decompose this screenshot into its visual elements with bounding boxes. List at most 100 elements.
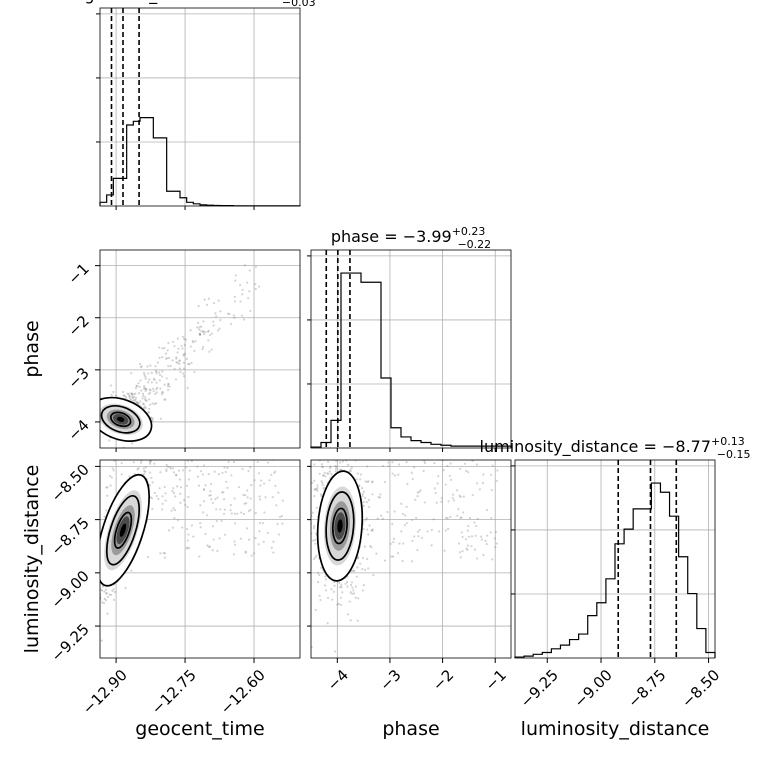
sample-point: [390, 555, 393, 558]
sample-point: [495, 542, 498, 545]
sample-point: [327, 472, 330, 475]
sample-point: [171, 526, 174, 529]
sample-point: [102, 601, 106, 605]
sample-point: [178, 359, 181, 363]
sample-point: [169, 465, 172, 469]
sample-point: [322, 474, 325, 477]
sample-point: [150, 476, 153, 479]
sample-point: [142, 403, 146, 406]
sample-point: [232, 553, 236, 556]
sample-point: [105, 591, 108, 595]
sample-point: [163, 485, 166, 489]
sample-point: [163, 346, 166, 350]
sample-point: [326, 596, 330, 600]
sample-point: [242, 512, 245, 516]
sample-point: [167, 382, 170, 386]
panel-frame: [310, 459, 512, 659]
histogram-step: [514, 482, 716, 658]
sample-point: [139, 461, 143, 464]
sample-point: [335, 460, 338, 462]
sample-point: [416, 491, 419, 494]
sample-point: [136, 401, 139, 404]
contour-line: [100, 405, 141, 434]
sample-point: [208, 494, 211, 497]
sample-point: [457, 508, 460, 511]
sample-point: [416, 495, 419, 498]
sample-point: [218, 327, 221, 330]
sample-point: [188, 363, 191, 366]
sample-point: [273, 471, 276, 474]
sample-point: [105, 592, 108, 595]
sample-point: [316, 571, 320, 574]
sample-point: [222, 498, 226, 501]
sample-point: [313, 524, 316, 528]
sample-point: [312, 526, 315, 530]
sample-point: [405, 522, 408, 525]
sample-point: [223, 508, 226, 511]
sample-point: [112, 390, 115, 394]
sample-point: [104, 588, 108, 591]
sample-point: [112, 588, 115, 591]
sample-point: [391, 457, 393, 459]
sample-point: [407, 446, 409, 448]
sample-point: [337, 602, 340, 605]
sample-point: [179, 492, 182, 495]
sample-point: [258, 521, 262, 525]
sample-point: [155, 391, 158, 394]
sample-point: [344, 582, 347, 585]
sample-point: [232, 461, 236, 464]
sample-point: [372, 574, 375, 577]
sample-point: [203, 488, 206, 492]
sample-point: [212, 538, 215, 541]
sample-point: [397, 552, 400, 555]
sample-point: [144, 377, 147, 380]
sample-point: [452, 499, 456, 502]
sample-point: [148, 403, 152, 406]
sample-point: [190, 361, 193, 365]
sample-point: [149, 460, 152, 462]
sample-point: [461, 549, 464, 553]
plot-area: [97, 250, 300, 448]
sample-point: [207, 329, 210, 333]
sample-point: [152, 390, 155, 393]
x-tick-label: −3: [376, 666, 404, 694]
y-tick-label: −3: [64, 364, 92, 392]
sample-point: [323, 471, 326, 474]
sample-point: [167, 383, 170, 386]
sample-point: [400, 530, 403, 533]
sample-point: [365, 501, 369, 504]
sample-point: [210, 332, 214, 335]
sample-point: [340, 455, 342, 457]
sample-point: [254, 265, 258, 269]
sample-point: [262, 482, 266, 485]
sample-point: [359, 452, 361, 454]
sample-point: [432, 518, 435, 521]
sample-point: [485, 508, 489, 512]
sample-point: [130, 372, 133, 375]
sample-point: [97, 416, 99, 418]
sample-point: [154, 433, 156, 435]
sample-point: [321, 481, 324, 485]
sample-point: [467, 524, 470, 528]
sample-point: [335, 449, 337, 451]
sample-point: [306, 620, 308, 622]
sample-point: [207, 473, 210, 476]
sample-point: [366, 528, 369, 531]
sample-point: [348, 600, 351, 603]
sample-point: [182, 469, 185, 472]
sample-point: [138, 385, 141, 388]
sample-point: [196, 455, 198, 457]
sample-point: [481, 481, 485, 485]
sample-point: [184, 466, 187, 469]
sample-point: [225, 480, 228, 484]
sample-point: [174, 495, 177, 498]
sample-point: [416, 548, 419, 552]
sample-point: [187, 478, 190, 481]
sample-point: [494, 530, 498, 534]
sample-point: [207, 297, 211, 300]
sample-point: [270, 473, 273, 476]
sample-point: [128, 475, 131, 478]
scatter-panel-geocent_time-luminosity_distance: [99, 433, 301, 659]
sample-point: [482, 553, 485, 557]
sample-point: [173, 509, 177, 512]
